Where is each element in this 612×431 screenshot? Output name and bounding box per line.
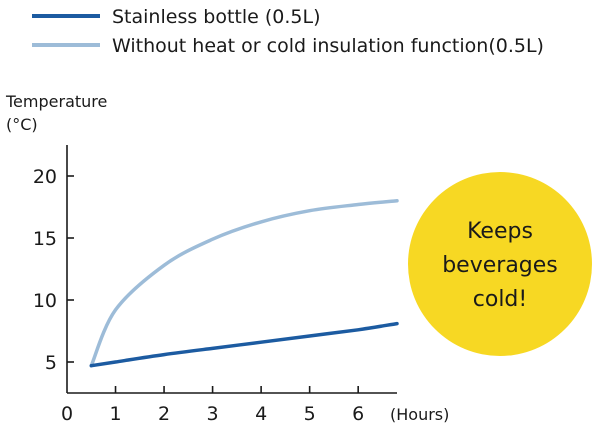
- x-tick-label: 4: [255, 403, 267, 425]
- x-tick-label: 3: [207, 403, 219, 425]
- series-layer: [89, 199, 399, 368]
- x-tick-label: 1: [109, 403, 121, 425]
- legend-label-stainless: Stainless bottle (0.5L): [112, 6, 321, 28]
- series-line-uninsulated: [89, 199, 399, 368]
- y-tick-label: 15: [33, 228, 57, 250]
- y-tick-label: 5: [45, 352, 57, 374]
- legend-label-uninsulated: Without heat or cold insulation function…: [112, 35, 544, 57]
- axes: 5 10 15 20 0 1 2 3 4 5 6 (Hours): [33, 145, 449, 425]
- legend: Stainless bottle (0.5L) Without heat or …: [32, 6, 544, 57]
- x-tick-label: 6: [352, 403, 364, 425]
- x-tick-label: 5: [304, 403, 316, 425]
- badge-text-line3: cold!: [473, 287, 527, 312]
- y-axis-title-line2: (°C): [6, 115, 38, 134]
- x-tick-label: 0: [61, 403, 73, 425]
- y-tick-label: 10: [33, 290, 57, 312]
- y-tick-label: 20: [33, 166, 57, 188]
- x-axis-title: (Hours): [390, 405, 449, 424]
- x-tick-label: 2: [158, 403, 170, 425]
- keeps-cold-badge: Keeps beverages cold!: [408, 172, 592, 356]
- badge-text-line1: Keeps: [467, 219, 533, 244]
- badge-circle: [408, 172, 592, 356]
- badge-text-line2: beverages: [442, 253, 558, 278]
- series-line-stainless: [89, 321, 399, 368]
- y-axis-title-line1: Temperature: [5, 92, 107, 111]
